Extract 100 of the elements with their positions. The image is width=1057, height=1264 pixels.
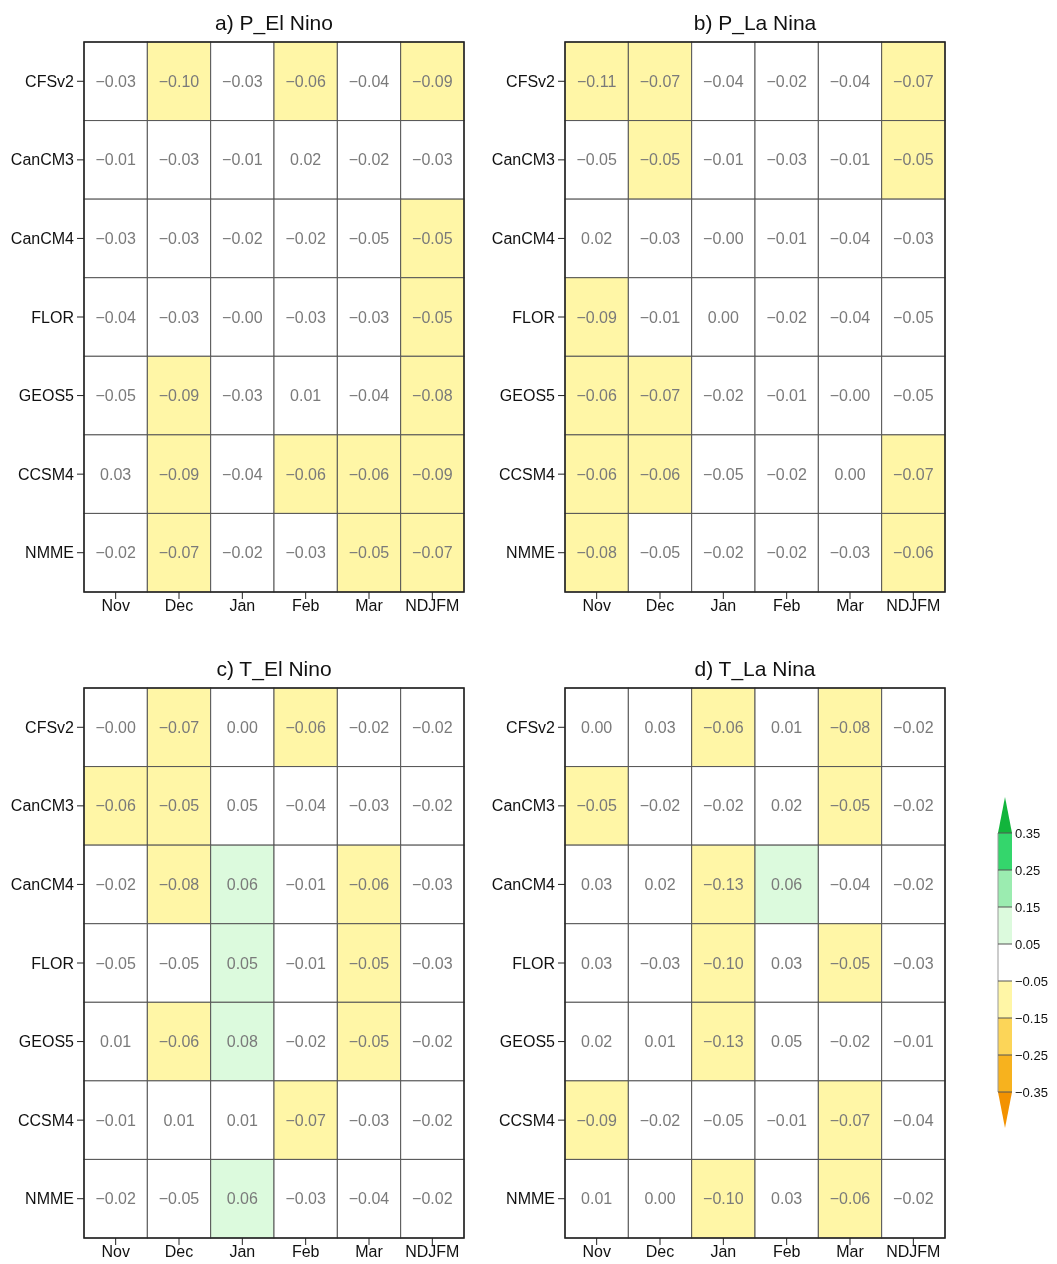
data-label: 0.03 [581,876,613,894]
data-label: −0.05 [829,954,871,972]
x-tick-label: Dec [164,1243,194,1260]
y-tick-label: GEOS5 [499,387,556,405]
color-bar-label: 0.25 [1015,862,1041,878]
data-label: −0.05 [158,954,200,972]
data-label: 0.08 [226,1033,259,1051]
y-tick-label: CFSv2 [506,72,556,90]
data-label: −0.01 [766,387,808,405]
y-tick-label: CanCM3 [10,797,75,815]
data-label: −0.03 [348,1111,390,1129]
data-label: −0.07 [158,544,200,562]
data-label: −0.02 [639,1111,681,1129]
x-tick-label: Nov [101,597,130,614]
data-label: −0.05 [348,1033,390,1051]
data-label: −0.00 [95,718,137,736]
chart-title: a) P_El Nino [215,11,333,35]
x-tick-label: Dec [645,1243,675,1260]
data-label: −0.05 [893,151,934,169]
y-tick-label: CanCM4 [491,876,556,894]
data-label: −0.03 [158,151,200,169]
x-tick-label: NDJFM [886,597,941,614]
data-label: −0.01 [222,151,263,169]
data-label: −0.02 [893,876,934,894]
data-label: −0.02 [766,308,808,326]
data-label: −0.02 [222,544,263,562]
y-tick-label: CCSM4 [498,1111,556,1129]
data-label: −0.09 [412,465,453,483]
data-label: −0.01 [95,1111,137,1129]
y-tick-label: GEOS5 [499,1033,556,1051]
data-label: −0.07 [158,718,200,736]
data-label: −0.05 [703,465,744,483]
chart-title: b) P_La Nina [693,11,817,35]
data-label: −0.03 [412,151,453,169]
data-label: −0.10 [703,1190,744,1208]
data-label: −0.02 [95,1190,137,1208]
data-label: −0.05 [829,797,871,815]
data-label: 0.01 [644,1033,676,1051]
data-label: 0.00 [226,718,259,736]
data-label: −0.06 [893,544,934,562]
data-label: −0.03 [348,308,390,326]
data-label: −0.01 [285,876,327,894]
x-tick-label: Feb [291,1243,320,1260]
data-label: −0.02 [348,151,390,169]
y-tick-label: NMME [506,1190,555,1208]
data-label: −0.05 [158,797,200,815]
x-tick-label: Feb [772,597,801,614]
data-label: 0.02 [581,230,613,248]
data-label: −0.03 [95,230,137,248]
data-label: −0.02 [348,718,390,736]
data-label: −0.05 [639,544,681,562]
data-label: 0.02 [771,797,803,815]
data-label: −0.02 [829,1033,871,1051]
data-label: −0.06 [576,465,618,483]
data-label: −0.05 [412,230,453,248]
data-label: −0.07 [829,1111,871,1129]
data-label: −0.09 [576,308,618,326]
x-tick-label: Mar [355,1243,384,1260]
data-label: −0.13 [703,1033,744,1051]
y-tick-label: FLOR [512,308,555,326]
data-label: −0.03 [829,544,871,562]
data-label: −0.02 [893,1190,934,1208]
data-label: −0.06 [95,797,137,815]
data-label: 0.00 [644,1190,676,1208]
data-label: −0.05 [348,230,390,248]
data-label: −0.05 [576,797,618,815]
chart-title: c) T_El Nino [216,657,332,681]
y-tick-label: FLOR [31,954,74,972]
data-label: −0.04 [348,387,390,405]
y-tick-label: CCSM4 [17,465,75,483]
y-tick-label: NMME [25,544,74,562]
data-label: −0.08 [576,544,618,562]
data-label: 0.03 [771,1190,803,1208]
data-label: −0.04 [829,308,871,326]
data-label: −0.04 [893,1111,934,1129]
data-label: 0.01 [163,1111,195,1129]
data-label: 0.03 [771,954,803,972]
data-label: 0.02 [581,1033,613,1051]
data-label: 0.06 [226,876,259,894]
color-bar-label: 0.35 [1015,825,1041,841]
data-label: −0.03 [222,387,263,405]
data-label: 0.03 [581,954,613,972]
data-label: 0.05 [226,797,259,815]
data-label: −0.03 [893,954,934,972]
x-tick-label: NDJFM [405,1243,460,1260]
data-label: −0.07 [412,544,453,562]
data-label: 0.01 [226,1111,259,1129]
data-label: −0.03 [222,72,263,90]
data-label: −0.02 [412,718,453,736]
data-label: −0.01 [639,308,681,326]
data-label: 0.06 [771,876,803,894]
data-label: 0.01 [771,718,803,736]
data-label: −0.10 [158,72,200,90]
x-tick-label: Feb [772,1243,801,1260]
data-label: 0.01 [581,1190,613,1208]
data-label: −0.10 [703,954,744,972]
data-label: −0.02 [703,544,744,562]
data-label: −0.05 [703,1111,744,1129]
y-tick-label: CanCM3 [491,797,556,815]
data-label: −0.06 [348,465,390,483]
